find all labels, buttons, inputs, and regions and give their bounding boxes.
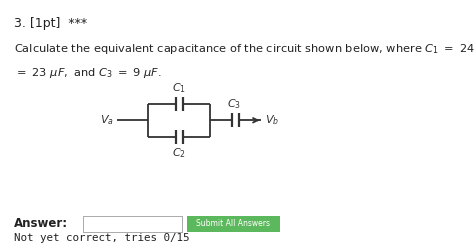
Text: $V_a$: $V_a$ [100,113,114,127]
Text: Answer:: Answer: [14,217,68,230]
Text: Submit All Answers: Submit All Answers [196,220,271,228]
Text: Not yet correct, tries 0/15: Not yet correct, tries 0/15 [14,233,190,243]
Text: $C_2$: $C_2$ [173,147,186,160]
Text: $C_3$: $C_3$ [227,97,241,111]
Text: Calculate the equivalent capacitance of the circuit shown below, where $C_1\ =\ : Calculate the equivalent capacitance of … [14,42,474,56]
Text: $=\ 23\ \mu F,$ and $C_3\ =\ 9\ \mu F.$: $=\ 23\ \mu F,$ and $C_3\ =\ 9\ \mu F.$ [14,66,162,80]
Text: 3. [1pt]  ***: 3. [1pt] *** [14,17,87,30]
Text: $V_b$: $V_b$ [264,113,279,127]
Text: $C_1$: $C_1$ [173,81,186,95]
